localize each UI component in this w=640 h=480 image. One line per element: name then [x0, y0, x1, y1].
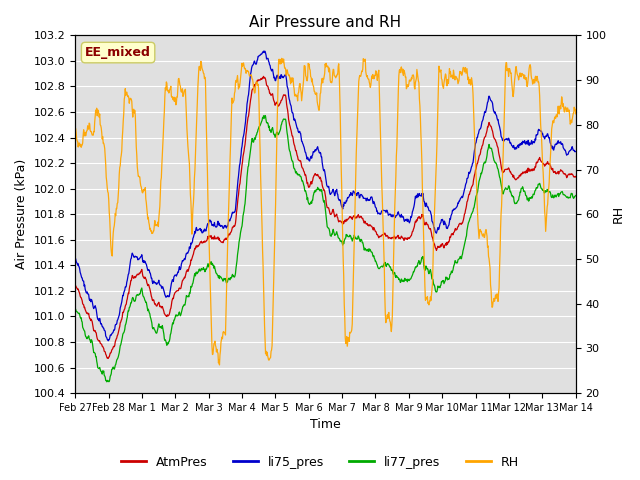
Text: EE_mixed: EE_mixed [85, 46, 151, 59]
Y-axis label: RH: RH [612, 205, 625, 223]
X-axis label: Time: Time [310, 419, 341, 432]
Legend: AtmPres, li75_pres, li77_pres, RH: AtmPres, li75_pres, li77_pres, RH [116, 451, 524, 474]
Y-axis label: Air Pressure (kPa): Air Pressure (kPa) [15, 159, 28, 269]
Title: Air Pressure and RH: Air Pressure and RH [250, 15, 401, 30]
